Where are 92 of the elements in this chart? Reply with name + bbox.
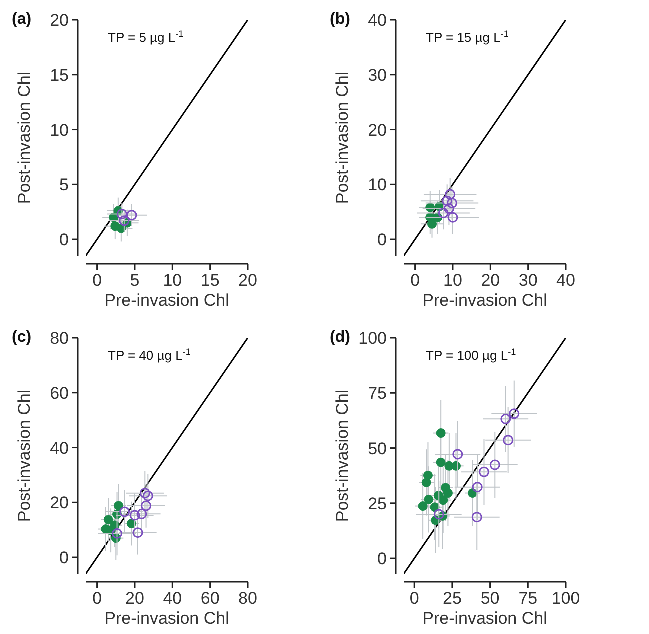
annotation: TP = 15 µg L$^{-1}$ [426, 29, 509, 45]
x-tick-label: 0 [92, 589, 102, 608]
x-tick-label: 40 [163, 589, 182, 608]
point [443, 488, 453, 498]
y-tick-label: 20 [368, 120, 387, 140]
point [424, 494, 434, 504]
y-tick-label: 0 [60, 230, 69, 250]
chart-title: (b) [330, 11, 350, 28]
point [472, 512, 482, 523]
y-tick-label: 50 [368, 439, 387, 458]
point [442, 196, 453, 206]
point [438, 208, 449, 218]
point [452, 449, 464, 460]
point [444, 204, 454, 214]
y-tick-label: 0 [60, 548, 69, 568]
x-tick-label: 5 [130, 271, 140, 290]
point [126, 210, 138, 221]
x-tick-label: 0 [92, 271, 102, 290]
point [136, 508, 148, 520]
y-axis-title: Post-invasion Chl [333, 72, 352, 204]
point [446, 198, 458, 209]
y-axis-title: Post-invasion Chl [15, 72, 34, 204]
point [132, 528, 144, 538]
x-tick-label: 10 [163, 271, 182, 290]
y-tick-label: 15 [50, 66, 69, 85]
point [436, 428, 446, 438]
x-tick-label: 0 [410, 271, 420, 290]
x-tick-label: 30 [518, 271, 538, 290]
x-tick-label: 15 [200, 271, 220, 290]
y-axis-title: Post-invasion Chl [333, 390, 352, 522]
x-axis-title: Pre-invasion Chl [422, 609, 548, 628]
x-tick-label: 0 [410, 589, 420, 608]
point [438, 496, 448, 506]
y-tick-label: 0 [378, 230, 387, 250]
chart-title: (a) [12, 11, 32, 28]
point [490, 460, 500, 470]
point [418, 502, 428, 512]
x-tick-label: 80 [238, 589, 258, 608]
chart-title: (d) [330, 329, 350, 346]
y-tick-label: 60 [50, 384, 69, 403]
x-axis-title: Pre-invasion Chl [104, 609, 230, 628]
x-tick-label: 40 [556, 271, 576, 290]
point [119, 216, 130, 226]
y-tick-label: 25 [368, 494, 387, 514]
x-tick-label: 25 [442, 589, 462, 608]
point [104, 515, 114, 525]
point [112, 528, 123, 539]
point [445, 189, 456, 200]
chart-title: (c) [12, 329, 32, 346]
x-tick-label: 100 [552, 589, 580, 608]
y-tick-label: 40 [368, 11, 387, 30]
point [478, 466, 490, 478]
point [140, 488, 150, 499]
point [434, 509, 444, 520]
point [120, 506, 130, 518]
x-axis-title: Pre-invasion Chl [422, 291, 548, 310]
point [114, 501, 124, 511]
annotation: TP = 5 µg L$^{-1}$ [108, 29, 184, 45]
y-tick-label: 10 [50, 120, 69, 140]
x-tick-label: 50 [480, 589, 500, 608]
x-tick-label: 20 [126, 589, 144, 608]
point [130, 510, 140, 521]
point [142, 490, 154, 502]
point [448, 212, 458, 223]
x-tick-label: 20 [238, 271, 258, 290]
annotation: TP = 40 µg L$^{-1}$ [108, 347, 191, 363]
point [116, 209, 128, 220]
point [503, 435, 514, 446]
x-tick-label: 20 [481, 271, 500, 290]
point [500, 414, 512, 424]
point [436, 458, 446, 468]
y-tick-label: 5 [60, 176, 69, 195]
y-tick-label: 0 [378, 550, 387, 569]
y-tick-label: 40 [50, 438, 69, 458]
x-tick-label: 75 [518, 589, 538, 608]
point [428, 219, 438, 229]
y-axis-title: Post-invasion Chl [15, 390, 34, 522]
point [472, 482, 483, 493]
y-tick-label: 75 [368, 384, 387, 404]
point [509, 408, 520, 420]
y-tick-label: 20 [50, 494, 69, 513]
x-axis-title: Pre-invasion Chl [104, 291, 230, 310]
annotation: TP = 100 µg L$^{-1}$ [426, 347, 516, 363]
y-tick-label: 80 [50, 329, 69, 348]
y-tick-label: 20 [50, 11, 69, 30]
x-tick-label: 10 [444, 271, 462, 290]
point [423, 470, 433, 480]
y-tick-label: 30 [368, 66, 387, 85]
y-tick-label: 10 [368, 176, 387, 195]
x-tick-label: 60 [200, 589, 220, 608]
y-tick-label: 100 [358, 329, 387, 348]
point [141, 500, 152, 512]
